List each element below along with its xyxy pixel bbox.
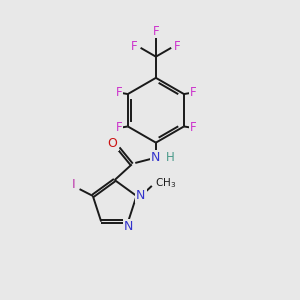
Text: F: F <box>116 122 122 134</box>
Text: F: F <box>153 25 159 38</box>
Text: F: F <box>131 40 137 53</box>
Text: H: H <box>166 151 174 164</box>
Text: F: F <box>190 122 196 134</box>
Text: F: F <box>190 86 196 99</box>
Text: N: N <box>124 220 134 233</box>
Text: N: N <box>136 189 146 203</box>
Text: F: F <box>174 40 181 53</box>
Text: CH$_3$: CH$_3$ <box>155 177 176 190</box>
Text: O: O <box>108 137 118 150</box>
Text: N: N <box>151 152 160 164</box>
Text: I: I <box>72 178 76 191</box>
Text: F: F <box>116 86 122 99</box>
